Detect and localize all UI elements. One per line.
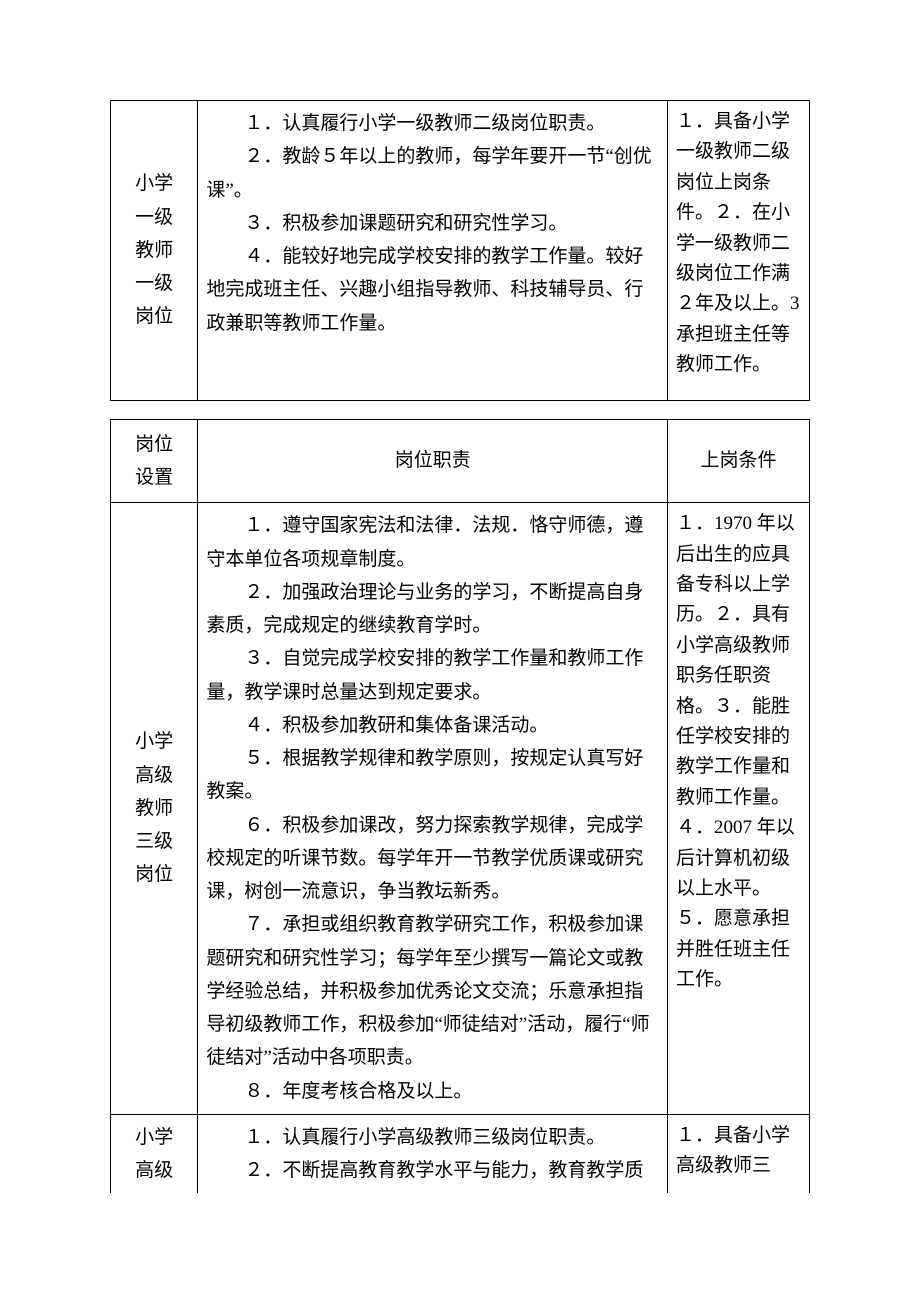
duty-item: ２．教龄５年以上的教师，每学年要开一节“创优课”。: [206, 140, 659, 207]
duties-cell: １．认真履行小学高级教师三级岗位职责。 ２．不断提高教育教学水平与能力，教育教学…: [198, 1114, 668, 1193]
gap-row: [111, 400, 810, 419]
duty-item: １．认真履行小学高级教师三级岗位职责。: [206, 1121, 659, 1154]
table-row: 小学 高级 教师 三级 岗位 １．遵守国家宪法和法律．法规．恪守师德，遵守本单位…: [111, 503, 810, 1115]
job-table: 小学 一级 教师 一级 岗位 １．认真履行小学一级教师二级岗位职责。 ２．教龄５…: [110, 100, 810, 1193]
duties-cell: １．认真履行小学一级教师二级岗位职责。 ２．教龄５年以上的教师，每学年要开一节“…: [198, 101, 668, 401]
header-position: 岗位 设置: [111, 419, 198, 503]
duty-item: ８．年度考核合格及以上。: [206, 1075, 659, 1108]
position-title: 小学 一级 教师 一级 岗位: [111, 101, 198, 401]
conditions-cell: １．具备小学一级教师二级岗位上岗条件。２．在小学一级教师二级岗位工作满２年及以上…: [668, 101, 810, 401]
position-title: 小学 高级 教师 三级 岗位: [111, 503, 198, 1115]
duty-item: ６．积极参加课改，努力探索教学规律，完成学校规定的听课节数。每学年开一节教学优质…: [206, 809, 659, 909]
duty-item: ５．根据教学规律和教学原则，按规定认真写好教案。: [206, 742, 659, 809]
position-title: 小学 高级: [111, 1114, 198, 1193]
conditions-cell: １．具备小学高级教师三: [668, 1114, 810, 1193]
duty-item: ４．能较好地完成学校安排的教学工作量。较好地完成班主任、兴趣小组指导教师、科技辅…: [206, 240, 659, 340]
duty-item: ７．承担或组织教育教学研究工作，积极参加课题研究和研究性学习；每学年至少撰写一篇…: [206, 908, 659, 1074]
duty-item: ２．加强政治理论与业务的学习，不断提高自身素质，完成规定的继续教育学时。: [206, 576, 659, 643]
duty-item: １．遵守国家宪法和法律．法规．恪守师德，遵守本单位各项规章制度。: [206, 509, 659, 576]
conditions-cell: １．1970 年以后出生的应具备专科以上学历。２．具有小学高级教师职务任职资格。…: [668, 503, 810, 1115]
duty-item: ３．自觉完成学校安排的教学工作量和教师工作量，教学课时总量达到规定要求。: [206, 642, 659, 709]
table-row: 小学 高级 １．认真履行小学高级教师三级岗位职责。 ２．不断提高教育教学水平与能…: [111, 1114, 810, 1193]
duty-item: ２．不断提高教育教学水平与能力，教育教学质: [206, 1154, 659, 1187]
duty-item: １．认真履行小学一级教师二级岗位职责。: [206, 107, 659, 140]
duty-item: ３．积极参加课题研究和研究性学习。: [206, 207, 659, 240]
duty-item: ４．积极参加教研和集体备课活动。: [206, 709, 659, 742]
table-row: 小学 一级 教师 一级 岗位 １．认真履行小学一级教师二级岗位职责。 ２．教龄５…: [111, 101, 810, 401]
duties-cell: １．遵守国家宪法和法律．法规．恪守师德，遵守本单位各项规章制度。 ２．加强政治理…: [198, 503, 668, 1115]
header-row: 岗位 设置 岗位职责 上岗条件: [111, 419, 810, 503]
header-duties: 岗位职责: [198, 419, 668, 503]
header-conditions: 上岗条件: [668, 419, 810, 503]
